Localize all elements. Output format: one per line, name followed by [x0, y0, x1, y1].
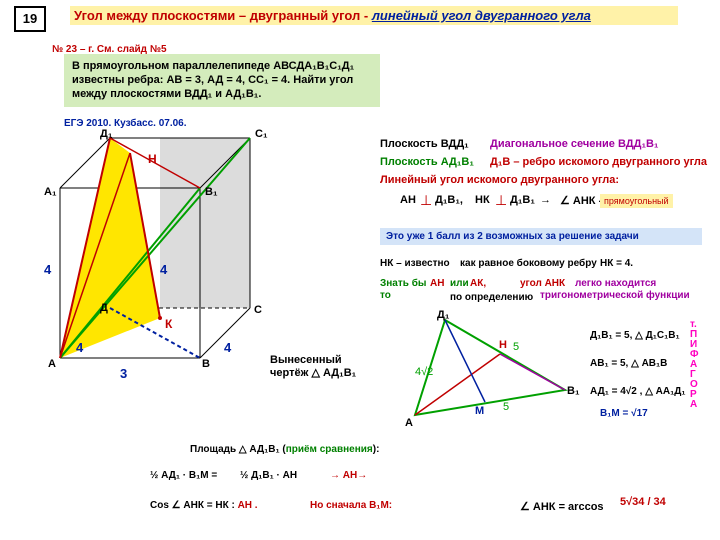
area-title: Площадь △ АД₁В₁ (приём сравнения):: [190, 444, 379, 455]
perp2l: НК: [475, 194, 490, 206]
lbl-a: А: [48, 358, 56, 370]
svg-text:5: 5: [503, 401, 509, 413]
perp-icon-1: ⊥: [420, 192, 432, 209]
lbl-c1: С₁: [255, 128, 268, 140]
final: ∠ АНК = arccos: [520, 500, 604, 513]
finalv: 5√34 / 34: [620, 496, 666, 508]
area3: → АН→: [330, 470, 367, 481]
slide-number: 19: [14, 6, 46, 32]
b1m: В₁М = √17: [600, 408, 648, 419]
cosrow: Cos ∠ АНК = НК : АН .: [150, 500, 258, 511]
perp1r: Д₁В₁,: [435, 194, 463, 206]
plane1-l: Плоскость ВДД₁: [380, 138, 469, 150]
hk3: НК = 4.: [600, 258, 633, 269]
knowred2: АК,: [470, 278, 486, 289]
lin-angle: Линейный угол искомого двугранного угла:: [380, 174, 619, 186]
lbl-a1: А₁: [44, 186, 57, 198]
svg-text:А: А: [405, 417, 413, 429]
lbl-b: В: [202, 358, 210, 370]
sidep1: Д₁В₁ = 5, △ Д₁С₁В₁: [590, 330, 690, 341]
lbl-c: С: [254, 304, 262, 316]
slide-title: Угол между плоскостями – двугранный угол…: [70, 6, 678, 25]
sidep3: АД₁ = 4√2 , △ АА₁Д₁: [590, 386, 690, 397]
plane1-r: Диагональное сечение ВДД₁В₁: [490, 138, 658, 150]
bluebox: Это уже 1 балл из 2 возможных за решение…: [380, 228, 702, 245]
knowr: то: [380, 290, 391, 301]
perp1l: АН: [400, 194, 416, 206]
knowred: АН: [430, 278, 444, 289]
but: Но сначала В₁М:: [310, 500, 392, 511]
perp-icon-2: ⊥: [495, 192, 507, 209]
problem-box: В прямоугольном параллелепипеде АВСДА₁В₁…: [64, 54, 380, 107]
knowl: Знать бы: [380, 278, 426, 289]
svg-text:М: М: [475, 405, 484, 417]
sidep2: АВ₁ = 5, △ АВ₁В: [590, 358, 690, 369]
bydef: по определению: [450, 292, 533, 303]
trig: тригонометрической функции: [540, 290, 690, 301]
angleL: угол АНК: [520, 278, 565, 289]
knowm: или: [450, 278, 469, 289]
lbl-b1: В₁: [205, 186, 218, 198]
out-label: Вынесенный чертёж △ АД₁В₁: [270, 354, 380, 379]
area1: ½ АД₁ · В₁М =: [150, 470, 217, 481]
svg-text:Н: Н: [148, 152, 157, 166]
pythagoras-label: т.ПИФАГОРА: [690, 320, 699, 410]
dim-base: 3: [120, 366, 127, 381]
svg-text:Н: Н: [499, 339, 507, 351]
dim-d2: 4: [224, 340, 231, 355]
svg-text:Д₁: Д₁: [437, 310, 450, 321]
svg-text:5: 5: [513, 341, 519, 353]
area2: ½ Д₁В₁ · АН: [240, 470, 297, 481]
dim-d1: 4: [76, 340, 83, 355]
plane2-l: Плоскость АД₁В₁: [380, 156, 474, 168]
svg-text:К: К: [165, 317, 173, 331]
easy: легко находится: [575, 278, 656, 289]
arrow: →: [540, 194, 551, 206]
perp2r: Д₁В₁: [510, 194, 535, 206]
rect-label: прямоугольный: [600, 194, 673, 208]
hk1: НК – известно: [380, 258, 450, 269]
hk2: как равное боковому ребру: [460, 258, 597, 269]
plane2-r: Д₁В – ребро искомого двугранного угла: [490, 156, 707, 168]
title-prefix: Угол между плоскостями – двугранный угол…: [74, 8, 372, 23]
title-suffix: линейный угол двугранного угла: [372, 8, 591, 23]
svg-text:4√2: 4√2: [415, 366, 433, 378]
dim-h1: 4: [44, 262, 51, 277]
lbl-d: Д: [100, 302, 108, 314]
dim-h2: 4: [160, 262, 167, 277]
small-triangle: Д₁ Н В₁ А М 5 5 4√2: [395, 310, 585, 430]
svg-text:В₁: В₁: [567, 385, 580, 397]
lbl-d1: Д₁: [100, 128, 112, 140]
